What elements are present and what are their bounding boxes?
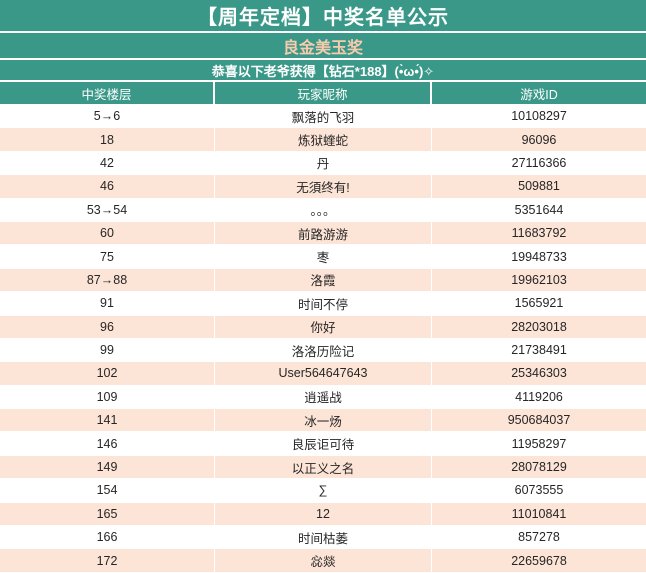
floor-cell: 60 xyxy=(0,221,215,246)
game-id-cell: 5351644 xyxy=(432,199,646,222)
game-id-cell: 10108297 xyxy=(432,105,646,129)
floor-cell: 154 xyxy=(0,479,215,503)
nickname-cell: 。。。 xyxy=(215,198,432,222)
column-header-game-id: 游戏ID xyxy=(520,87,558,102)
table-row: 154 ∑ 6073555 xyxy=(0,479,646,503)
floor-cell: 166 xyxy=(0,526,215,550)
table-row: 75 枣 19948733 xyxy=(0,245,646,269)
table-header-row: 中奖楼层 玩家昵称 游戏ID xyxy=(0,82,646,105)
nickname-cell: 洛洛历险记 xyxy=(215,338,432,363)
game-id-cell: 4119206 xyxy=(432,386,646,410)
floor-cell: 46 xyxy=(0,175,215,199)
game-id-cell: 11958297 xyxy=(432,432,646,456)
table-row: 102 User564647643 25346303 xyxy=(0,362,646,386)
game-id-cell: 27116366 xyxy=(432,152,646,176)
game-id-cell: 28078129 xyxy=(432,456,646,480)
column-header-nickname: 玩家昵称 xyxy=(215,82,432,104)
floor-cell: 165 xyxy=(0,502,215,527)
floor-cell: 99 xyxy=(0,338,215,363)
nickname-cell: 飘落的飞羽 xyxy=(215,105,432,129)
table-row: 165 12 11010841 xyxy=(0,502,646,527)
floor-cell: 87→88 xyxy=(0,268,215,293)
table-row: 96 你好 28203018 xyxy=(0,315,646,339)
game-id-cell: 96096 xyxy=(432,128,646,152)
nickname-cell: 以正义之名 xyxy=(215,455,432,480)
nickname-cell: ∑ xyxy=(215,479,432,503)
nickname-cell: 良辰讵可待 xyxy=(215,432,432,456)
floor-cell: 141 xyxy=(0,409,215,433)
floor-cell: 42 xyxy=(0,151,215,176)
nickname-cell: 炼狱蝰蛇 xyxy=(215,128,432,152)
game-id-cell: 19948733 xyxy=(432,245,646,269)
table-row: 42 丹 27116366 xyxy=(0,151,646,176)
page-title: 【周年定档】中奖名单公示 xyxy=(0,0,646,33)
game-id-cell: 28203018 xyxy=(432,316,646,339)
game-id-cell: 21738491 xyxy=(432,339,646,363)
table-row: 46 无須终有! 509881 xyxy=(0,175,646,199)
column-header-floor: 中奖楼层 xyxy=(0,82,215,104)
congrats-banner: 恭喜以下老爷获得【钻石*188】(•̀ω•́)✧ xyxy=(0,60,646,82)
nickname-cell: 惢燚 xyxy=(215,549,432,573)
floor-cell: 91 xyxy=(0,292,215,316)
nickname-cell: 时间不停 xyxy=(215,292,432,316)
game-id-cell: 6073555 xyxy=(432,479,646,503)
nickname-cell: 12 xyxy=(215,502,432,527)
nickname-cell: 洛霞 xyxy=(215,268,432,293)
game-id-cell: 22659678 xyxy=(432,549,646,573)
table-row: 91 时间不停 1565921 xyxy=(0,292,646,316)
table-row: 99 洛洛历险记 21738491 xyxy=(0,338,646,363)
table-row: 18 炼狱蝰蛇 96096 xyxy=(0,128,646,152)
table-row: 5→6 飘落的飞羽 10108297 xyxy=(0,105,646,129)
game-id-cell: 509881 xyxy=(432,175,646,199)
nickname-cell: 逍遥战 xyxy=(215,385,432,410)
nickname-cell: 时间枯萎 xyxy=(215,526,432,550)
table-row: 141 冰一炀 950684037 xyxy=(0,409,646,433)
table-body: 5→6 飘落的飞羽 10108297 18 炼狱蝰蛇 96096 42 丹 27116366 46… xyxy=(0,105,646,573)
game-id-cell: 25346303 xyxy=(432,362,646,386)
nickname-cell: 枣 xyxy=(215,245,432,269)
table-row: 109 逍遥战 4119206 xyxy=(0,385,646,410)
nickname-cell: 冰一炀 xyxy=(215,409,432,433)
table-row: 172 惢燚 22659678 xyxy=(0,549,646,573)
table-row: 87→88 洛霞 19962103 xyxy=(0,268,646,293)
table-row: 149 以正义之名 28078129 xyxy=(0,455,646,480)
floor-cell: 146 xyxy=(0,432,215,456)
game-id-cell: 857278 xyxy=(432,526,646,550)
floor-cell: 102 xyxy=(0,362,215,386)
floor-cell: 5→6 xyxy=(0,105,215,129)
nickname-cell: 丹 xyxy=(215,151,432,176)
floor-cell: 96 xyxy=(0,315,215,339)
game-id-cell: 19962103 xyxy=(432,269,646,293)
prize-name-banner: 良金美玉奖 xyxy=(0,33,646,60)
table-row: 146 良辰讵可待 11958297 xyxy=(0,432,646,456)
nickname-cell: User564647643 xyxy=(215,362,432,386)
floor-cell: 172 xyxy=(0,549,215,573)
game-id-cell: 1565921 xyxy=(432,292,646,316)
floor-cell: 53→54 xyxy=(0,198,215,222)
game-id-cell: 11683792 xyxy=(432,222,646,246)
nickname-cell: 无須终有! xyxy=(215,175,432,199)
floor-cell: 18 xyxy=(0,128,215,152)
floor-cell: 149 xyxy=(0,455,215,480)
table-row: 53→54。。。 5351644 xyxy=(0,198,646,222)
table-row: 166 时间枯萎 857278 xyxy=(0,526,646,550)
nickname-cell: 你好 xyxy=(215,315,432,339)
table-row: 60 前路游游 11683792 xyxy=(0,221,646,246)
nickname-cell: 前路游游 xyxy=(215,221,432,246)
floor-cell: 109 xyxy=(0,385,215,410)
game-id-cell: 11010841 xyxy=(432,503,646,527)
game-id-cell: 950684037 xyxy=(432,409,646,433)
floor-cell: 75 xyxy=(0,245,215,269)
